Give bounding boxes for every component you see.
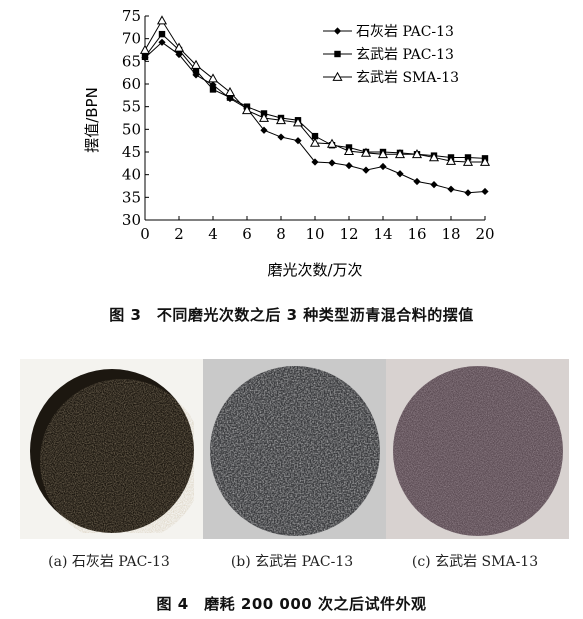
x-tick-label: 20 <box>475 225 494 243</box>
data-point <box>394 149 406 159</box>
x-tick-label: 6 <box>242 225 252 243</box>
y-tick-label: 35 <box>122 188 141 206</box>
chart-axes: 0 2 4 6 8 10 12 14 16 18 20 30 35 40 45 50 55 60 65 70 75 <box>122 7 495 243</box>
y-axis-label: 摆值/BPN <box>83 87 101 153</box>
y-tick-label: 30 <box>122 211 141 229</box>
data-point <box>447 185 455 193</box>
y-tick-label: 50 <box>122 120 141 138</box>
data-point <box>411 149 423 159</box>
data-point <box>277 133 285 141</box>
legend-label: 石灰岩 PAC-13 <box>356 24 454 40</box>
data-point <box>275 115 287 125</box>
data-point <box>258 112 270 122</box>
data-point <box>141 53 149 60</box>
x-tick-label: 16 <box>407 225 426 243</box>
data-point <box>241 105 253 115</box>
chart-series <box>139 15 491 197</box>
data-point <box>207 73 219 83</box>
data-point <box>173 42 185 52</box>
data-point <box>413 177 421 186</box>
data-point <box>158 30 166 38</box>
subcaption-c: (c) 玄武岩 SMA-13 <box>411 554 539 570</box>
data-point <box>462 156 474 166</box>
data-point <box>428 152 440 162</box>
data-point <box>396 170 404 178</box>
data-point <box>192 67 200 74</box>
data-point <box>294 137 302 145</box>
y-tick-label: 70 <box>122 30 141 48</box>
data-point <box>379 162 387 171</box>
series-3 <box>139 15 491 166</box>
x-tick-label: 14 <box>373 225 392 243</box>
specimen-photo-basalt-pac13 <box>203 359 386 539</box>
specimen-photo-limestone-pac13 <box>20 359 203 539</box>
data-point <box>224 86 236 97</box>
x-tick-label: 0 <box>140 225 150 243</box>
x-tick-label: 2 <box>174 225 184 243</box>
data-point <box>311 132 319 140</box>
x-tick-label: 4 <box>208 225 218 243</box>
x-tick-label: 10 <box>305 225 324 243</box>
figure3-caption: 图 3 不同磨光次数之后 3 种类型沥青混合料的摆值 <box>109 306 474 324</box>
data-point <box>464 189 472 197</box>
subcaption-a: (a) 石灰岩 PAC-13 <box>48 554 170 570</box>
x-tick-label: 12 <box>339 225 358 243</box>
data-point <box>156 15 168 25</box>
legend-marker <box>332 71 343 81</box>
data-point <box>209 86 217 93</box>
data-point <box>192 71 200 79</box>
data-point <box>226 94 234 101</box>
data-point <box>260 126 268 134</box>
x-axis-label: 磨光次数/万次 <box>267 261 362 279</box>
legend-label: 玄武岩 PAC-13 <box>356 46 454 63</box>
data-point <box>158 38 166 46</box>
y-tick-label: 60 <box>122 75 141 93</box>
y-tick-label: 75 <box>122 7 141 25</box>
data-point <box>309 137 321 147</box>
data-point <box>139 44 151 54</box>
data-point <box>345 162 353 170</box>
figure3-line-chart: 0 2 4 6 8 10 12 14 16 18 20 30 35 40 45 50 55 60 65 70 75 石灰… <box>83 7 495 279</box>
specimen-photo-basalt-sma13 <box>386 359 569 539</box>
y-tick-label: 40 <box>122 166 141 184</box>
data-point <box>190 59 202 69</box>
figure4-caption: 图 4 磨耗 200 000 次之后试件外观 <box>156 595 427 613</box>
legend-label: 玄武岩 SMA-13 <box>356 69 459 86</box>
data-point <box>311 158 319 166</box>
y-tick-label: 45 <box>122 143 141 161</box>
y-tick-label: 55 <box>122 98 141 116</box>
data-point <box>328 159 336 167</box>
data-point <box>292 117 304 127</box>
y-tick-label: 65 <box>122 52 141 70</box>
data-point <box>326 138 338 148</box>
data-point <box>481 187 489 196</box>
data-point <box>479 156 491 166</box>
chart-legend: 石灰岩 PAC-13 玄武岩 PAC-13 玄武岩 SMA-13 <box>323 24 459 86</box>
x-tick-label: 18 <box>441 225 460 243</box>
data-point <box>360 147 372 157</box>
subcaption-b: (b) 玄武岩 PAC-13 <box>230 554 354 570</box>
data-point <box>430 181 438 189</box>
x-tick-label: 8 <box>276 225 286 243</box>
data-point <box>445 155 457 165</box>
legend-marker <box>334 50 341 58</box>
legend-marker <box>333 27 342 35</box>
data-point <box>362 166 370 174</box>
data-point <box>343 145 355 155</box>
data-point <box>377 149 389 159</box>
